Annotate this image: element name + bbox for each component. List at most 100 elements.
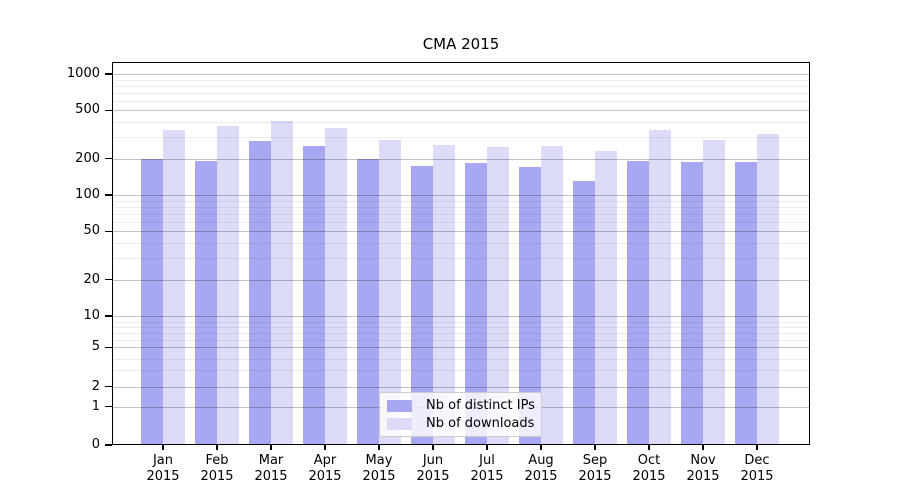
- bar-nb-of-distinct-ips-dec: [735, 162, 757, 445]
- x-tick-month-text: Jun: [422, 453, 444, 468]
- gridline-minor-y-90: [113, 200, 809, 202]
- y-tick-2: [105, 386, 112, 388]
- y-tick-0: [105, 444, 112, 446]
- legend-item-nb-of-downloads: Nb of downloads: [387, 416, 535, 431]
- y-tick-label-50: 50: [83, 223, 100, 239]
- bar-nb-of-distinct-ips-oct: [627, 160, 649, 445]
- bar-nb-of-distinct-ips-sep: [573, 180, 595, 445]
- x-tick-month-text: Oct: [637, 453, 661, 468]
- bar-nb-of-downloads-nov: [703, 139, 725, 445]
- x-tick-month-text: Aug: [528, 453, 554, 468]
- x-tick-year-text: 2015: [632, 469, 666, 484]
- x-tick-nov: [702, 445, 704, 450]
- bar-nb-of-distinct-ips-mar: [249, 141, 271, 445]
- x-tick-year-text: 2015: [578, 469, 612, 484]
- x-tick-label-dec: Dec 2015: [729, 453, 785, 485]
- gridline-minor-y-900: [113, 79, 809, 81]
- bar-nb-of-downloads-jun: [433, 144, 455, 445]
- bar-nb-of-downloads-mar: [271, 120, 293, 445]
- x-tick-feb: [216, 445, 218, 450]
- bar-nb-of-downloads-may: [379, 139, 401, 445]
- gridline-major-y-500: [113, 110, 809, 112]
- gridline-major-y-100: [113, 195, 809, 196]
- bar-nb-of-distinct-ips-aug: [519, 166, 541, 445]
- bar-nb-of-distinct-ips-feb: [195, 160, 217, 445]
- x-tick-jun: [432, 445, 434, 450]
- legend-label-nb-of-downloads: Nb of downloads: [426, 416, 535, 431]
- gridline-minor-y-6: [113, 340, 809, 341]
- gridline-major-y-20: [113, 279, 809, 281]
- x-tick-month-text: Nov: [690, 453, 716, 468]
- x-tick-label-nov: Nov 2015: [675, 453, 731, 485]
- bar-nb-of-downloads-jan: [163, 129, 185, 445]
- x-tick-label-jul: Jul 2015: [459, 453, 515, 485]
- x-tick-oct: [648, 445, 650, 450]
- gridline-major-y-1000: [113, 74, 809, 75]
- x-tick-label-apr: Apr 2015: [297, 453, 353, 485]
- bar-nb-of-distinct-ips-apr: [303, 146, 325, 445]
- gridline-major-y-50: [113, 231, 809, 233]
- y-tick-label-2: 2: [91, 378, 100, 394]
- x-tick-label-jun: Jun 2015: [405, 453, 461, 485]
- gridline-major-y-2: [113, 386, 809, 388]
- bar-nb-of-downloads-aug: [541, 145, 563, 445]
- x-tick-label-may: May 2015: [351, 453, 407, 485]
- bar-nb-of-distinct-ips-jan: [141, 158, 163, 445]
- x-tick-year-text: 2015: [686, 469, 720, 484]
- y-tick-1: [105, 406, 112, 408]
- gridline-minor-y-3: [113, 370, 809, 371]
- bar-nb-of-downloads-sep: [595, 150, 617, 445]
- gridline-minor-y-600: [113, 100, 809, 102]
- x-tick-mar: [270, 445, 272, 450]
- x-tick-year-text: 2015: [470, 469, 504, 484]
- gridline-minor-y-9: [113, 321, 809, 323]
- x-tick-may: [378, 445, 380, 450]
- x-tick-month-text: Mar: [258, 453, 284, 468]
- gridline-minor-y-400: [113, 122, 809, 124]
- x-tick-label-oct: Oct 2015: [621, 453, 677, 485]
- chart-title: CMA 2015: [422, 35, 500, 53]
- x-tick-jul: [486, 445, 488, 450]
- y-tick-label-1: 1: [91, 398, 100, 414]
- gridline-minor-y-700: [113, 92, 809, 94]
- bar-nb-of-downloads-feb: [217, 126, 239, 445]
- gridline-minor-y-4: [113, 359, 809, 361]
- y-tick-label-5: 5: [91, 339, 100, 355]
- x-tick-month-text: Sep: [582, 453, 608, 468]
- y-tick-label-20: 20: [83, 271, 100, 287]
- y-tick-label-500: 500: [75, 102, 100, 118]
- x-tick-month-text: Jul: [479, 453, 495, 468]
- x-tick-month-text: Jan: [152, 453, 174, 468]
- gridline-minor-y-7: [113, 333, 809, 335]
- bar-nb-of-downloads-apr: [325, 127, 347, 445]
- y-tick-label-100: 100: [75, 187, 100, 202]
- bar-nb-of-distinct-ips-nov: [681, 162, 703, 445]
- x-tick-label-mar: Mar 2015: [243, 453, 299, 485]
- x-tick-year-text: 2015: [308, 469, 342, 484]
- x-tick-sep: [594, 445, 596, 450]
- x-tick-aug: [540, 445, 542, 450]
- x-tick-month-text: Dec: [744, 453, 770, 468]
- x-tick-year-text: 2015: [200, 469, 234, 484]
- y-tick-1000: [105, 73, 112, 75]
- gridline-minor-y-40: [113, 243, 809, 245]
- x-tick-apr: [324, 445, 326, 450]
- y-tick-100: [105, 194, 112, 196]
- bar-nb-of-downloads-dec: [757, 133, 779, 445]
- x-tick-year-text: 2015: [416, 469, 450, 484]
- x-tick-jan: [162, 445, 164, 450]
- x-tick-year-text: 2015: [146, 469, 180, 484]
- y-tick-label-1000: 1000: [66, 66, 100, 81]
- x-tick-month-text: May: [365, 453, 393, 468]
- x-tick-year-text: 2015: [254, 469, 288, 484]
- gridline-minor-y-30: [113, 258, 809, 260]
- bar-nb-of-downloads-oct: [649, 130, 671, 445]
- x-tick-month-text: Apr: [313, 453, 337, 468]
- bar-nb-of-distinct-ips-jul: [465, 163, 487, 445]
- legend-swatch-nb-of-downloads: [387, 417, 412, 430]
- gridline-major-y-200: [113, 158, 809, 160]
- bar-nb-of-distinct-ips-jun: [411, 165, 433, 445]
- y-tick-label-200: 200: [75, 150, 100, 166]
- gridline-minor-y-70: [113, 213, 809, 215]
